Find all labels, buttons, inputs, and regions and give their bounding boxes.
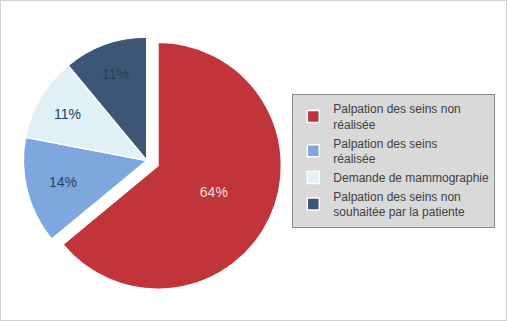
svg-text:14%: 14% <box>49 174 77 190</box>
svg-text:Demande de mammographie: Demande de mammographie <box>333 171 489 185</box>
svg-text:64%: 64% <box>200 184 228 200</box>
svg-text:Palpation des seinsréalisée: Palpation des seinsréalisée <box>333 137 437 167</box>
svg-text:11%: 11% <box>102 66 129 82</box>
svg-text:11%: 11% <box>54 106 81 122</box>
svg-text:Palpation des seins nonréalisé: Palpation des seins nonréalisée <box>333 102 460 132</box>
svg-text:Palpation des seins nonsouhait: Palpation des seins nonsouhaitée par la … <box>333 190 465 220</box>
